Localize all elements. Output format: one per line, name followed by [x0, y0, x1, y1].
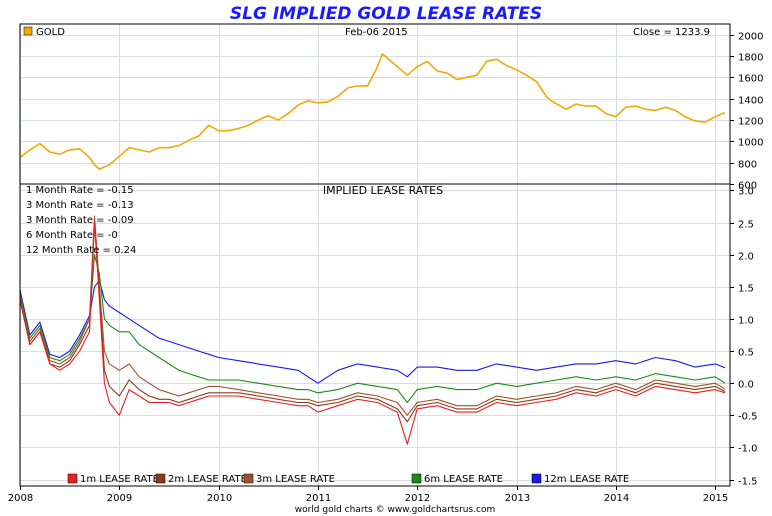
legend-swatch-3m — [243, 473, 254, 484]
x-tick-label: 2009 — [107, 493, 132, 504]
gold-y-tick-label: 600 — [738, 181, 757, 192]
gold-y-tick-label: 800 — [738, 160, 757, 171]
legend-label-6m: 6m LEASE RATE — [424, 474, 503, 485]
legend-swatch-2m — [155, 473, 166, 484]
legend-label-3m: 3m LEASE RATE — [256, 474, 335, 485]
lease-line-6m — [19, 254, 726, 404]
gold-close-label: Close = 1233.9 — [633, 27, 710, 38]
x-tick-label: 2011 — [306, 493, 331, 504]
lease-rate-panel: -1.5 -1.0 -0.5 0.0 0.5 1.0 1.5 2.0 2.5 3.0 IMPLIE… — [19, 184, 758, 488]
lease-line-12m — [19, 279, 726, 384]
gold-legend-label: GOLD — [36, 27, 65, 38]
x-tick-label: 2008 — [8, 493, 33, 504]
legend-label-12m: 12m LEASE RATE — [544, 474, 629, 485]
chart-title: SLG IMPLIED GOLD LEASE RATES — [230, 4, 542, 24]
legend-swatch-6m — [411, 473, 422, 484]
lease-line-1m — [19, 222, 726, 445]
lease-y-tick-label: 1.0 — [738, 316, 754, 327]
lease-panel-frame — [19, 183, 731, 487]
x-tick-label: 2010 — [207, 493, 232, 504]
lease-y-tick-label: 0.0 — [738, 380, 754, 391]
gold-y-tick-label: 1400 — [738, 96, 763, 107]
lease-y-tick-label: 2.5 — [738, 220, 754, 231]
chart-footer: world gold charts © www.goldchartsrus.co… — [295, 505, 496, 515]
gold-price-line — [19, 53, 726, 170]
legend-label-2m: 2m LEASE RATE — [168, 474, 247, 485]
gold-y-tick-label: 1600 — [738, 74, 763, 85]
x-tick-label: 2013 — [505, 493, 530, 504]
lease-legend: 1m LEASE RATE 2m LEASE RATE 3m LEASE RATE 6… — [67, 473, 629, 485]
x-tick-label: 2015 — [703, 493, 728, 504]
x-tick-label: 2014 — [604, 493, 629, 504]
gold-panel-frame — [19, 23, 731, 185]
lease-y-tick-label: 3.0 — [738, 187, 754, 198]
gold-y-tick-label: 1800 — [738, 53, 763, 64]
gold-y-tick-label: 1000 — [738, 138, 763, 149]
lease-panel-heading: IMPLIED LEASE RATES — [323, 184, 443, 197]
x-tick-label: 2012 — [405, 493, 430, 504]
gold-legend-swatch — [23, 26, 33, 36]
legend-label-1m: 1m LEASE RATE — [80, 474, 159, 485]
lease-y-tick-label: 0.5 — [738, 348, 754, 359]
rate-readout-1: 1 Month Rate = -0.15 — [26, 185, 134, 196]
lease-y-tick-label: -1.5 — [738, 477, 758, 488]
lease-y-tick-label: -0.5 — [738, 412, 758, 423]
rate-readout-2: 3 Month Rate = -0.13 — [26, 200, 134, 211]
rate-readout-3: 3 Month Rate = -0.09 — [26, 215, 134, 226]
lease-y-tick-label: 2.0 — [738, 252, 754, 263]
lease-y-tick-label: 1.5 — [738, 284, 754, 295]
legend-swatch-12m — [531, 473, 542, 484]
rate-readout-5: 12 Month Rate = 0.24 — [26, 245, 136, 256]
gold-date-label: Feb-06 2015 — [345, 27, 408, 38]
rate-readout-4: 6 Month Rate = -0 — [26, 230, 118, 241]
gold-y-tick-label: 1200 — [738, 117, 763, 128]
gold-y-tick-label: 2000 — [738, 32, 763, 43]
legend-swatch-1m — [67, 473, 78, 484]
lease-y-tick-label: -1.0 — [738, 444, 758, 455]
gold-price-panel: 600 800 1000 1200 1400 1600 1800 2000 GOLD Feb-… — [19, 24, 763, 192]
